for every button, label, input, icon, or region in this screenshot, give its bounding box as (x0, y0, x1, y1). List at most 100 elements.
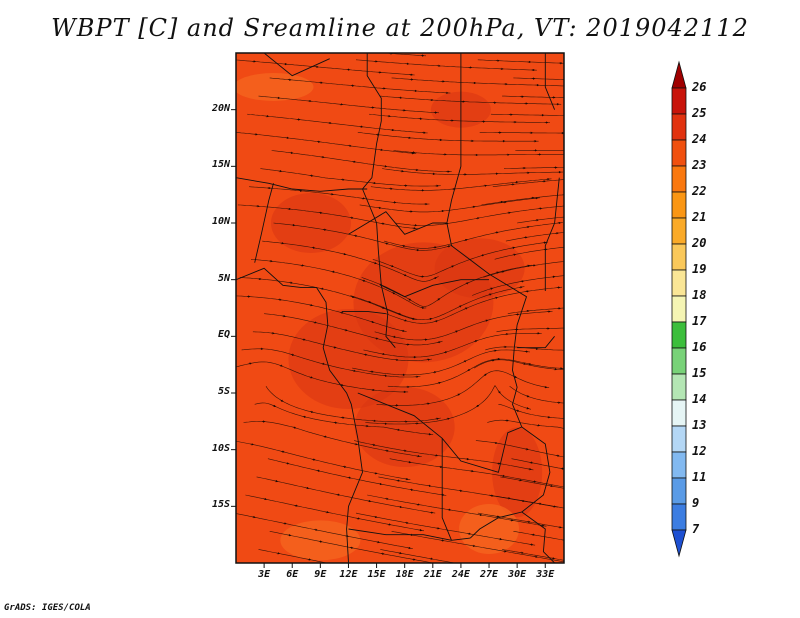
streamline (490, 113, 564, 116)
streamline (262, 240, 439, 282)
colorbar-label: 15 (692, 366, 707, 380)
streamline-arrow (522, 362, 526, 365)
streamline-arrow (294, 504, 299, 507)
streamline (376, 370, 550, 406)
streamline (365, 385, 531, 425)
colorbar-top-arrow (671, 60, 687, 89)
colorbar-label: 7 (692, 522, 700, 536)
colorbar-label: 26 (692, 80, 707, 94)
border-line (263, 53, 330, 77)
border-line (517, 336, 555, 349)
colorbar-label: 24 (692, 132, 707, 146)
streamline (237, 204, 418, 229)
colorbar-label: 14 (692, 392, 707, 406)
streamline-arrow (372, 443, 376, 447)
streamline-arrow (454, 330, 459, 333)
streamline-arrow (323, 435, 327, 438)
streamline (260, 168, 441, 187)
streamline (241, 348, 421, 378)
streamline-arrow (475, 404, 480, 408)
streamline (517, 216, 564, 224)
colorbar-segment (671, 503, 687, 531)
streamline (487, 419, 564, 429)
streamline-arrow (252, 515, 256, 519)
streamline-arrow (497, 390, 501, 394)
streamline-arrow (411, 317, 416, 321)
streamline (509, 385, 564, 404)
streamline-arrow (354, 443, 358, 446)
streamline-arrow (403, 319, 408, 322)
streamline-arrow (525, 447, 529, 451)
streamline-arrow (526, 395, 530, 398)
colorbar-segment (671, 425, 687, 453)
streamline-arrow (501, 270, 505, 273)
streamline-arrow (465, 282, 469, 285)
streamline (387, 358, 564, 388)
streamline-arrow (333, 346, 337, 349)
border-line (341, 310, 386, 315)
streamline-arrow (263, 497, 268, 501)
streamline-arrow (302, 415, 307, 418)
streamline-arrow (362, 279, 366, 282)
x-tick-label: 3E (258, 569, 271, 580)
colorbar-label: 21 (692, 210, 707, 224)
colorbar-label: 18 (692, 288, 707, 302)
streamline-arrow (450, 265, 455, 268)
chart-title: WBPT [C] and Sreamline at 200hPa, VT: 20… (51, 14, 749, 42)
streamline-arrow (287, 534, 292, 537)
streamline-arrow (474, 340, 478, 343)
colorbar-segment (671, 139, 687, 167)
border-line (446, 53, 528, 348)
streamline-arrow (381, 306, 385, 309)
border-line (357, 392, 522, 473)
streamline (355, 512, 536, 546)
x-tick-label: 30E (508, 569, 527, 580)
streamline (500, 476, 564, 489)
border-line (381, 279, 489, 298)
streamline (391, 77, 564, 87)
streamline-arrow (347, 476, 352, 479)
streamline (252, 331, 432, 361)
streamline-arrow (314, 528, 318, 531)
streamline (243, 421, 422, 457)
streamline (264, 313, 443, 346)
streamline-arrow (367, 300, 372, 304)
streamline (389, 458, 564, 488)
colorbar-label: 13 (692, 418, 707, 432)
streamline-arrow (352, 369, 357, 372)
colorbar-bottom-arrow (671, 529, 687, 558)
streamline-arrow (437, 381, 441, 385)
colorbar-segment (671, 373, 687, 401)
streamline-arrow (370, 320, 375, 324)
streamline (236, 440, 411, 480)
streamline (479, 132, 564, 134)
streamline-arrow (401, 329, 405, 332)
streamline-arrow (428, 317, 433, 321)
axis-ticks (231, 109, 546, 568)
streamline (249, 186, 430, 205)
x-tick-label: 6E (286, 569, 299, 580)
streamline (236, 132, 417, 154)
colorbar-label: 20 (692, 236, 707, 250)
border-line (348, 528, 471, 541)
colorbar-label: 11 (692, 470, 707, 484)
y-tick-label: 20N (211, 102, 230, 114)
streamline-arrow (495, 271, 500, 274)
streamline (355, 59, 537, 71)
streamline-arrow (374, 515, 378, 519)
streamline-arrow (344, 328, 348, 332)
colorbar-segment (671, 295, 687, 323)
border-line (236, 267, 363, 563)
streamline (380, 95, 562, 105)
streamline-arrow (527, 362, 532, 366)
border-line (544, 177, 560, 291)
streamline-arrow (447, 245, 451, 248)
streamline (245, 494, 425, 532)
streamline-arrow (292, 426, 297, 429)
y-tick-label: 10N (211, 216, 230, 227)
colorbar-segment (671, 321, 687, 349)
streamline-arrow (279, 364, 283, 367)
streamline-arrow (433, 277, 438, 280)
y-tick-label: EQ (217, 329, 230, 341)
